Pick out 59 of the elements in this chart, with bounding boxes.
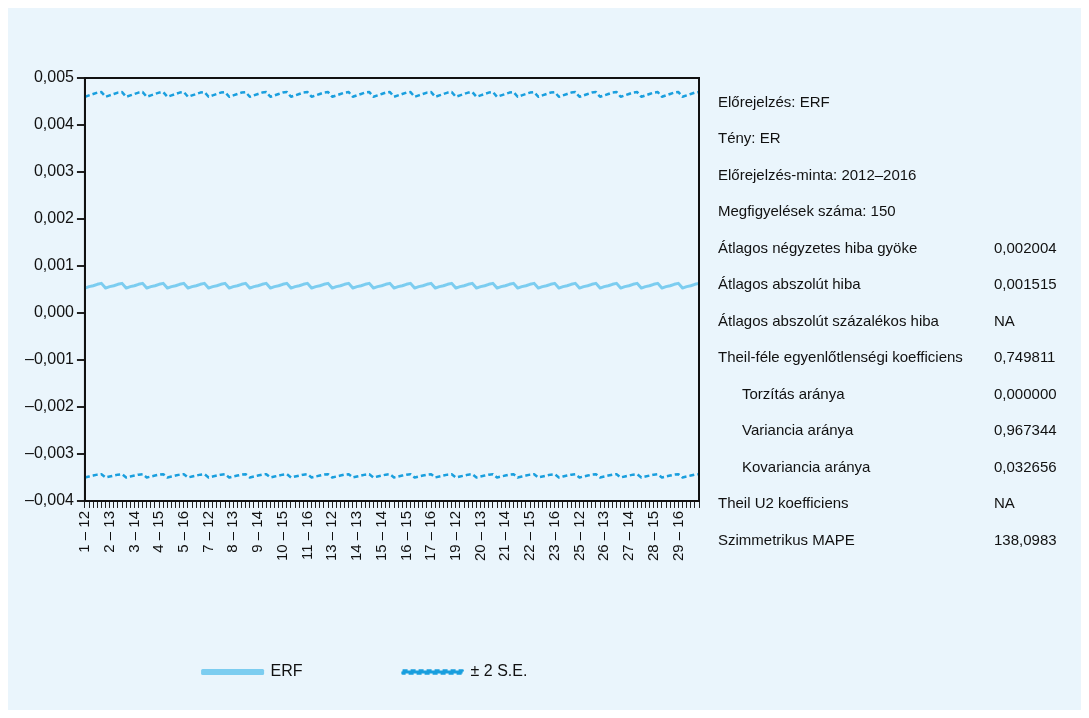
x-tick-label: 7 – 12 bbox=[198, 510, 216, 553]
x-tick-label: 17 – 16 bbox=[421, 510, 439, 561]
text: 0,967344 bbox=[994, 421, 1057, 439]
y-tick-label: 0,003 bbox=[33, 162, 75, 180]
text: Torzítás aránya bbox=[741, 384, 846, 402]
x-tick-label: 3 – 14 bbox=[124, 510, 142, 553]
text: Átlagos négyzetes hiba gyöke bbox=[718, 238, 919, 256]
x-tick-label: 9 – 14 bbox=[248, 510, 266, 553]
x-tick-label: 14 – 13 bbox=[347, 510, 365, 561]
x-tick-label: 21 – 14 bbox=[495, 510, 513, 561]
x-tick-label: 29 – 16 bbox=[668, 510, 686, 561]
x-tick-label: 28 – 15 bbox=[643, 510, 661, 561]
x-tick-label: 8 – 13 bbox=[223, 510, 241, 553]
text: 0,002004 bbox=[994, 238, 1057, 256]
x-tick-label: 11 – 16 bbox=[297, 510, 315, 560]
text: Megfigyelések száma: 150 bbox=[718, 201, 897, 222]
y-tick-label: 0,001 bbox=[33, 256, 75, 274]
x-tick-label: 13 – 12 bbox=[322, 510, 340, 561]
text: Theil U2 koefficiens bbox=[718, 494, 850, 512]
y-tick-label: 0,004 bbox=[33, 115, 75, 133]
x-tick-label: 26 – 13 bbox=[594, 510, 612, 561]
y-tick-label: –0,003 bbox=[25, 444, 75, 462]
x-tick-label: 22 – 15 bbox=[520, 510, 538, 561]
text: Kovariancia aránya bbox=[741, 457, 872, 475]
text: Variancia aránya bbox=[741, 421, 855, 439]
x-tick-label: 23 – 16 bbox=[544, 510, 562, 561]
text: 0,001515 bbox=[994, 275, 1057, 293]
x-tick-label: 19 – 12 bbox=[445, 510, 463, 561]
y-tick-label: –0,002 bbox=[25, 397, 75, 415]
y-tick-label: 0,005 bbox=[33, 68, 75, 86]
x-tick-label: 16 – 15 bbox=[396, 510, 414, 561]
x-tick-label: 2 – 13 bbox=[99, 510, 117, 553]
text: NA bbox=[994, 494, 1015, 512]
text: Előrejelzés-minta: 2012–2016 bbox=[718, 164, 918, 185]
text: 138,0983 bbox=[994, 530, 1057, 548]
y-tick-label: 0,002 bbox=[33, 209, 75, 227]
y-tick-label: 0,000 bbox=[33, 303, 75, 321]
x-tick-label: 10 – 15 bbox=[272, 510, 290, 561]
text: Tény: ER bbox=[718, 128, 782, 149]
x-tick-label: 5 – 16 bbox=[173, 510, 191, 553]
text: NA bbox=[994, 311, 1015, 329]
y-tick-label: –0,004 bbox=[25, 491, 75, 509]
text: 0,032656 bbox=[994, 457, 1057, 475]
x-tick-label: 25 – 12 bbox=[569, 510, 587, 561]
text: Szimmetrikus MAPE bbox=[718, 530, 856, 548]
text: Átlagos abszolút százalékos hiba bbox=[718, 311, 940, 329]
x-tick-label: 15 – 14 bbox=[371, 510, 389, 561]
x-tick-label: 20 – 13 bbox=[470, 510, 488, 561]
text: 0,000000 bbox=[994, 384, 1057, 402]
text: Theil-féle egyenlőtlenségi koefficiens bbox=[718, 348, 964, 366]
legend-label: ± 2 S.E. bbox=[470, 662, 528, 680]
x-tick-label: 27 – 14 bbox=[619, 510, 637, 561]
text: 0,749811 bbox=[994, 348, 1056, 366]
legend-label: ERF bbox=[270, 662, 303, 680]
text: Átlagos abszolút hiba bbox=[718, 275, 862, 293]
text: Előrejelzés: ERF bbox=[718, 91, 831, 112]
y-tick-label: –0,001 bbox=[25, 350, 75, 368]
x-tick-label: 4 – 15 bbox=[149, 510, 167, 553]
x-tick-label: 1 – 12 bbox=[75, 510, 93, 553]
